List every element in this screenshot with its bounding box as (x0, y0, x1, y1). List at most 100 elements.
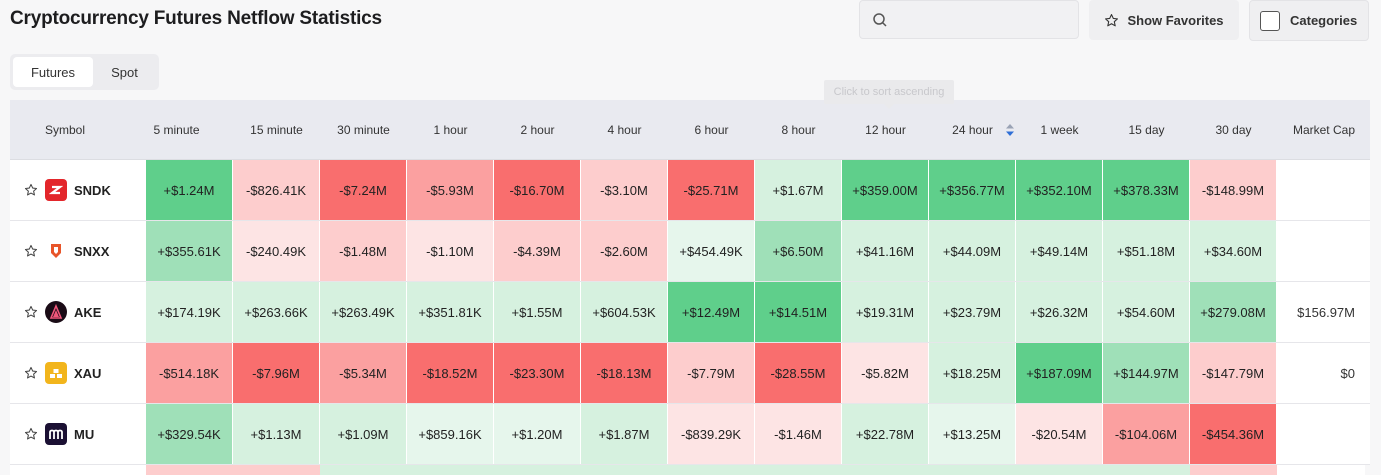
col-header-1w[interactable]: 1 week (1040, 122, 1079, 137)
col-header-8h[interactable]: 8 hour (781, 122, 816, 137)
col-header-market-cap[interactable]: Market Cap (1292, 122, 1355, 137)
categories-button[interactable]: Categories (1249, 0, 1369, 41)
search-box[interactable] (859, 0, 1079, 39)
market-cap-cell (1277, 404, 1365, 464)
ake-logo-icon (45, 301, 67, 323)
netflow-cell-24h: +$18.25M (929, 343, 1016, 403)
symbol-name[interactable]: MU (74, 426, 95, 442)
table-row[interactable]: MU +$329.54K +$1.13M +$1.09M +$859.16K +$1.20… (10, 404, 1370, 465)
symbol-cell: MU (10, 404, 146, 464)
netflow-cell-8h: -$28.55M (755, 343, 842, 403)
table-header: Symbol 5 minute 15 minute 30 minute 1 ho… (10, 100, 1370, 160)
netflow-cell-15d: +$144.97M (1103, 343, 1190, 403)
netflow-cell-2h: -$16.70M (494, 160, 581, 220)
page-title: Cryptocurrency Futures Netflow Statistic… (10, 8, 382, 29)
favorite-star-icon[interactable] (24, 366, 38, 380)
netflow-cell-4h: -$18.13M (581, 343, 668, 403)
netflow-cell-1w: +$187.09M (1016, 343, 1103, 403)
symbol-name[interactable]: XAU (74, 365, 102, 381)
col-header-5m[interactable]: 5 minute (153, 122, 200, 137)
categories-label: Categories (1290, 13, 1358, 28)
table-row[interactable]: AKE +$174.19K +$263.66K +$263.49K +$351.81K +… (10, 282, 1370, 343)
netflow-cell-12h: +$22.78M (842, 404, 929, 464)
netflow-cell-5m: +$329.54K (146, 404, 233, 464)
symbol-cell: XAU (10, 343, 146, 403)
symbol-name[interactable]: AKE (74, 304, 102, 320)
mu-logo-icon (45, 423, 67, 445)
netflow-cell-15m: +$1.13M (233, 404, 320, 464)
netflow-cell-30m: -$1.48M (320, 221, 407, 281)
favorite-star-icon[interactable] (24, 305, 38, 319)
netflow-cell-8h: +$6.50M (755, 221, 842, 281)
netflow-cell-6h: -$839.29K (668, 404, 755, 464)
netflow-cell-15d: -$104.06M (1103, 404, 1190, 464)
netflow-cell-15m: +$263.66K (233, 282, 320, 342)
netflow-cell-15d: +$51.18M (1103, 221, 1190, 281)
categories-checkbox[interactable] (1260, 10, 1280, 31)
netflow-cell-1h: -$1.10M (407, 221, 494, 281)
col-header-30m[interactable]: 30 minute (337, 122, 390, 137)
table-row[interactable]: SNDK +$1.24M -$826.41K -$7.24M -$5.93M -$16.7… (10, 160, 1370, 221)
netflow-cell-8h: +$1.67M (755, 160, 842, 220)
netflow-cell-12h: +$41.16M (842, 221, 929, 281)
netflow-cell-30d: -$148.99M (1190, 160, 1277, 220)
favorite-star-icon[interactable] (24, 183, 38, 197)
netflow-cell-6h: +$12.49M (668, 282, 755, 342)
col-header-24h[interactable]: 24 hour (929, 100, 1016, 159)
symbol-name[interactable]: SNDK (74, 182, 111, 198)
col-header-15m[interactable]: 15 minute (250, 122, 303, 137)
netflow-cell-30m: +$263.49K (320, 282, 407, 342)
netflow-cell-30m: -$5.34M (320, 343, 407, 403)
netflow-cell-15m: -$7.96M (233, 343, 320, 403)
col-header-15d[interactable]: 15 day (1128, 122, 1165, 137)
table-row[interactable]: XAU -$514.18K -$7.96M -$5.34M -$18.52M -$23.3… (10, 343, 1370, 404)
sort-arrows-icon (1006, 123, 1014, 136)
snxx-logo-icon (45, 240, 67, 262)
netflow-cell-1h: -$18.52M (407, 343, 494, 403)
symbol-name[interactable]: SNXX (74, 243, 110, 259)
show-favorites-label: Show Favorites (1127, 12, 1224, 28)
col-header-6h[interactable]: 6 hour (694, 122, 729, 137)
netflow-cell-15m: -$826.41K (233, 160, 320, 220)
favorite-star-icon[interactable] (24, 244, 38, 258)
netflow-cell-4h: +$604.53K (581, 282, 668, 342)
table-body: SNDK +$1.24M -$826.41K -$7.24M -$5.93M -$16.7… (10, 160, 1370, 465)
search-input[interactable] (896, 12, 1066, 27)
col-header-4h[interactable]: 4 hour (607, 122, 642, 137)
netflow-cell-5m: +$355.61K (146, 221, 233, 281)
netflow-cell-1w: +$49.14M (1016, 221, 1103, 281)
table-row[interactable]: SNXX +$355.61K -$240.49K -$1.48M -$1.10M -$4.… (10, 221, 1370, 282)
netflow-cell-24h: +$13.25M (929, 404, 1016, 464)
col-header-symbol[interactable]: Symbol (44, 122, 85, 137)
search-icon (873, 12, 887, 27)
symbol-cell: SNDK (10, 160, 146, 220)
star-outline-icon (1105, 13, 1119, 26)
netflow-cell-12h: +$359.00M (842, 160, 929, 220)
show-favorites-button[interactable]: Show Favorites (1089, 0, 1239, 40)
market-cap-cell (1277, 160, 1365, 220)
netflow-cell-1h: -$5.93M (407, 160, 494, 220)
sort-tooltip-arrow (884, 104, 894, 109)
netflow-cell-2h: +$1.20M (494, 404, 581, 464)
netflow-cell-2h: -$4.39M (494, 221, 581, 281)
netflow-cell-1w: -$20.54M (1016, 404, 1103, 464)
xau-logo-icon (45, 362, 67, 384)
col-header-30d[interactable]: 30 day (1215, 122, 1252, 137)
favorite-star-icon[interactable] (24, 427, 38, 441)
netflow-cell-4h: +$1.87M (581, 404, 668, 464)
col-header-24h-label: 24 hour (952, 122, 993, 137)
col-header-12h[interactable]: 12 hour (865, 122, 906, 137)
market-cap-cell: $0 (1277, 343, 1365, 403)
symbol-cell: SNXX (10, 221, 146, 281)
netflow-cell-5m: -$514.18K (146, 343, 233, 403)
col-header-1h[interactable]: 1 hour (433, 122, 468, 137)
netflow-cell-4h: -$2.60M (581, 221, 668, 281)
netflow-cell-2h: -$23.30M (494, 343, 581, 403)
netflow-cell-6h: -$7.79M (668, 343, 755, 403)
table-row-partial (10, 465, 1370, 475)
tab-spot[interactable]: Spot (111, 64, 138, 80)
sort-tooltip: Click to sort ascending (824, 80, 954, 104)
symbol-cell: AKE (10, 282, 146, 342)
col-header-2h[interactable]: 2 hour (520, 122, 555, 137)
tab-futures[interactable]: Futures (13, 57, 93, 87)
